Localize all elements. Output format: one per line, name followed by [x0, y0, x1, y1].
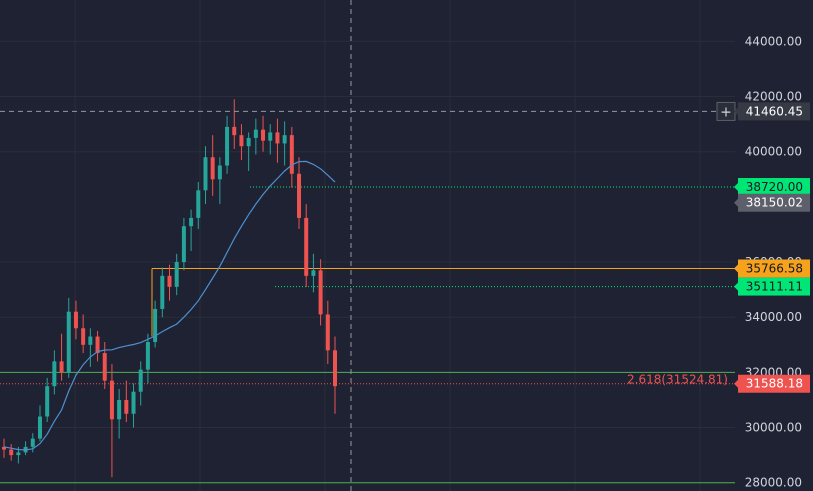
price-axis[interactable]: 28000.0030000.0032000.0034000.0036000.00… — [734, 34, 810, 490]
level-price-tag — [738, 259, 810, 278]
candle-body — [30, 438, 35, 447]
price-tag-text: 38150.02 — [746, 196, 803, 210]
candle-body — [246, 137, 251, 147]
candle-body — [109, 380, 114, 420]
candle-body — [217, 165, 222, 180]
candle-body — [232, 126, 237, 136]
candle-body — [239, 135, 244, 147]
candle-body — [253, 129, 258, 138]
candle-body — [145, 342, 150, 370]
candle-body — [73, 311, 78, 329]
level-price-tag-pointer — [734, 282, 738, 291]
candle-body — [131, 391, 136, 414]
candle-body — [124, 399, 129, 414]
candle-body — [297, 173, 302, 218]
candle-body — [95, 336, 100, 354]
candle-body — [325, 314, 330, 351]
y-tick-label: 44000.00 — [745, 34, 802, 48]
candle-body — [333, 350, 337, 387]
moving-average-line — [3, 160, 336, 451]
candle-body — [9, 449, 14, 456]
candles — [2, 99, 337, 478]
fib-annotation: 2.618(31524.81) — [627, 372, 728, 386]
y-tick-label: 42000.00 — [745, 90, 802, 104]
candle-body — [318, 270, 323, 315]
price-tag-pointer — [734, 198, 738, 207]
candle-body — [225, 126, 230, 166]
candle-body — [88, 336, 93, 345]
candle-body — [81, 328, 86, 345]
candle-body — [153, 308, 158, 343]
candle-body — [174, 262, 179, 287]
candle-body — [196, 190, 201, 218]
candle-body — [189, 217, 194, 227]
level-price-tag-pointer — [734, 264, 738, 273]
price-tag — [738, 193, 810, 212]
level-price-tag-text: 38720.00 — [746, 180, 803, 194]
candle-body — [59, 361, 64, 373]
candle-body — [289, 135, 294, 174]
y-tick-label: 34000.00 — [745, 310, 802, 324]
horizontal-levels — [0, 186, 735, 484]
candle-body — [275, 132, 280, 144]
level-price-tag-pointer — [734, 379, 738, 388]
candle-body — [16, 452, 21, 456]
crosshair-price-tag — [738, 102, 810, 121]
crosshair: + — [0, 0, 736, 491]
candle-body — [261, 129, 266, 141]
candle-body — [203, 157, 208, 191]
candle-body — [45, 386, 50, 417]
candle-body — [282, 135, 287, 144]
candle-body — [167, 275, 172, 287]
candle-body — [311, 270, 316, 276]
level-price-tag — [738, 277, 810, 296]
level-price-tag-text: 35111.11 — [746, 280, 803, 294]
level-price-tag — [738, 178, 810, 197]
level-price-tag-pointer — [734, 183, 738, 192]
y-tick-label: 28000.00 — [745, 476, 802, 490]
candle-body — [2, 446, 6, 450]
level-price-tag-text: 35766.58 — [746, 261, 803, 275]
grid — [0, 0, 735, 491]
candle-body — [52, 361, 57, 387]
candle-body — [138, 369, 143, 392]
candle-body — [304, 217, 309, 276]
candle-body — [181, 226, 186, 263]
candle-body — [160, 275, 165, 309]
candle-body — [102, 353, 107, 381]
candle-body — [210, 157, 215, 180]
level-price-tag — [738, 374, 810, 393]
crosshair-price-tag-pointer — [734, 107, 738, 116]
candle-body — [37, 416, 42, 439]
candle-body — [117, 399, 122, 420]
candle-body — [66, 311, 71, 373]
level-price-tag-text: 31588.18 — [746, 377, 803, 391]
candle-body — [268, 132, 273, 141]
crosshair-price-tag-text: 41460.45 — [746, 104, 803, 118]
y-tick-label: 30000.00 — [745, 421, 802, 435]
plus-icon: + — [720, 104, 732, 120]
y-tick-label: 40000.00 — [745, 145, 802, 159]
